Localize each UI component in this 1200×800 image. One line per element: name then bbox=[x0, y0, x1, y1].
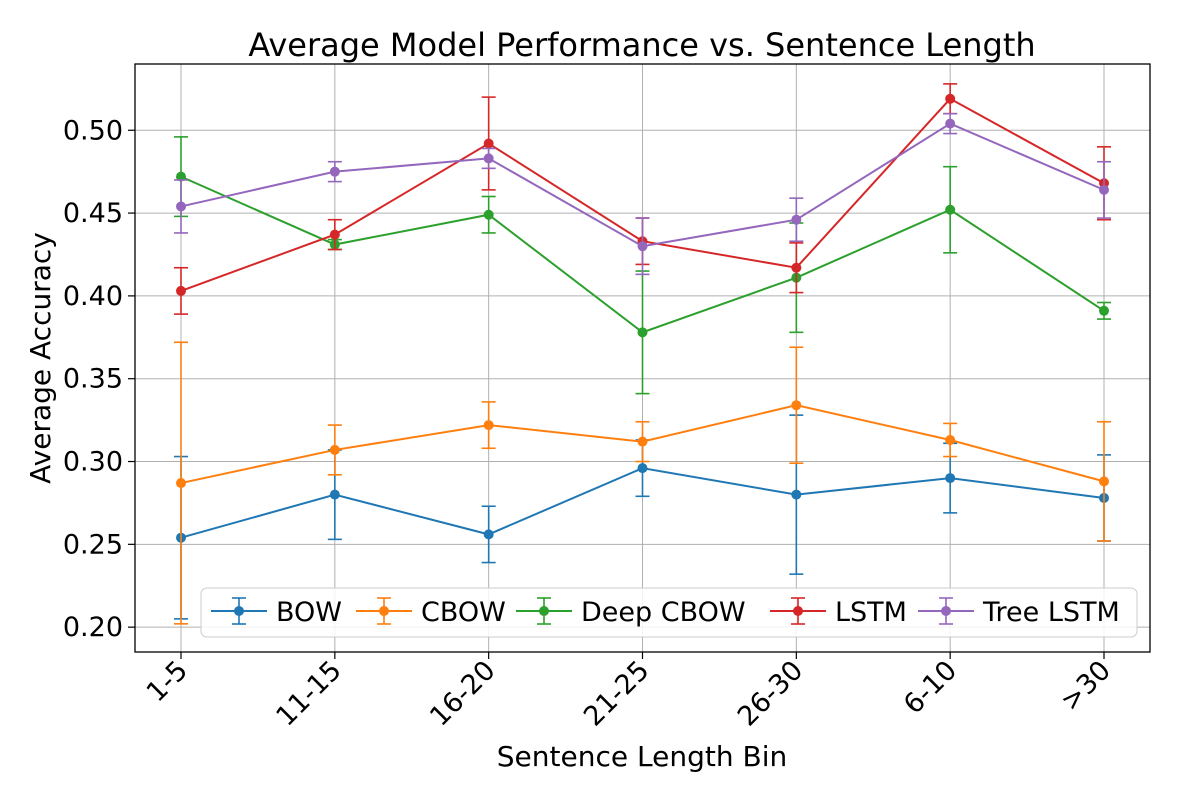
data-point bbox=[945, 204, 956, 215]
legend-marker bbox=[379, 606, 389, 616]
chart-title: Average Model Performance vs. Sentence L… bbox=[248, 26, 1035, 64]
data-point bbox=[483, 529, 494, 540]
data-point bbox=[637, 327, 648, 338]
data-point bbox=[483, 138, 494, 149]
legend-marker bbox=[793, 606, 803, 616]
x-tick-label: 16-20 bbox=[424, 655, 501, 732]
data-point bbox=[791, 489, 802, 500]
data-point bbox=[176, 478, 186, 489]
y-tick-label: 0.35 bbox=[63, 364, 123, 395]
data-point bbox=[329, 444, 340, 455]
legend-label: CBOW bbox=[421, 597, 506, 628]
y-tick-label: 0.25 bbox=[63, 529, 123, 560]
y-tick-label: 0.45 bbox=[63, 198, 123, 229]
data-point bbox=[945, 473, 956, 484]
data-point bbox=[329, 489, 340, 500]
legend-marker bbox=[234, 606, 244, 616]
data-point bbox=[176, 171, 186, 182]
y-axis: 0.20 0.25 0.30 0.35 0.40 0.45 0.50 bbox=[63, 115, 135, 643]
data-point bbox=[637, 436, 648, 447]
data-point bbox=[791, 262, 802, 273]
data-point bbox=[791, 214, 802, 225]
data-point bbox=[945, 434, 956, 445]
data-point bbox=[176, 285, 186, 296]
series-bow bbox=[174, 414, 1111, 620]
x-tick-label: 21-25 bbox=[578, 655, 655, 732]
legend-label: LSTM bbox=[835, 597, 907, 628]
legend-label: Deep CBOW bbox=[581, 597, 746, 628]
y-tick-label: 0.50 bbox=[63, 115, 123, 146]
data-point bbox=[637, 463, 648, 474]
data-point bbox=[1099, 184, 1109, 195]
data-point bbox=[483, 420, 494, 431]
legend-item: LSTM bbox=[770, 597, 907, 628]
x-axis-label: Sentence Length Bin bbox=[497, 740, 787, 773]
data-point bbox=[945, 118, 956, 129]
legend-item: Deep CBOW bbox=[516, 597, 746, 628]
legend-item: BOW bbox=[211, 597, 342, 628]
data-point bbox=[329, 229, 340, 240]
data-point bbox=[483, 153, 494, 164]
data-point bbox=[329, 166, 340, 177]
data-point bbox=[483, 209, 494, 220]
legend-frame bbox=[200, 587, 1138, 638]
legend: BOW CBOW Deep CBOW LSTM Tree LSTM bbox=[200, 587, 1138, 638]
data-point bbox=[791, 400, 802, 411]
x-tick-label: 6-10 bbox=[898, 655, 963, 720]
legend-marker bbox=[539, 606, 549, 616]
x-tick-label: 26-30 bbox=[732, 655, 809, 732]
y-tick-label: 0.30 bbox=[63, 447, 123, 478]
legend-label: Tree LSTM bbox=[982, 597, 1120, 628]
x-tick-label: 11-15 bbox=[270, 655, 347, 732]
data-point bbox=[945, 93, 956, 104]
x-axis: 1-5 11-15 16-20 21-25 26-30 6-10 >30 bbox=[141, 652, 1117, 732]
y-axis-label: Average Accuracy bbox=[24, 232, 57, 484]
series-cbow bbox=[174, 341, 1111, 625]
series-tree-lstm bbox=[174, 112, 1111, 276]
legend-item: Tree LSTM bbox=[918, 597, 1120, 628]
data-point bbox=[176, 201, 186, 212]
legend-item: CBOW bbox=[356, 597, 506, 628]
data-point bbox=[1099, 305, 1109, 316]
legend-label: BOW bbox=[276, 597, 342, 628]
legend-marker bbox=[941, 606, 951, 616]
x-tick-label: 1-5 bbox=[141, 655, 194, 708]
data-point bbox=[637, 241, 648, 252]
series-layer bbox=[174, 83, 1111, 625]
x-tick-label: >30 bbox=[1055, 655, 1117, 717]
y-tick-label: 0.40 bbox=[63, 281, 123, 312]
data-point bbox=[1099, 476, 1109, 487]
y-tick-label: 0.20 bbox=[63, 612, 123, 643]
